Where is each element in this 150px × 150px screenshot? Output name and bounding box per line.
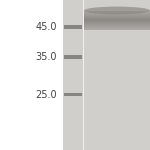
Bar [84,29,150,30]
Bar [63,0,83,150]
Bar [64,55,82,59]
Ellipse shape [84,7,150,14]
Bar [84,24,150,25]
Bar [84,20,150,21]
Bar [84,21,150,22]
Bar [0,0,63,150]
Bar [84,12,150,14]
Text: 25.0: 25.0 [35,90,57,99]
Bar [84,18,150,19]
Bar [84,22,150,23]
Bar [84,27,150,28]
Bar [84,17,150,18]
Bar [84,28,150,29]
Text: 35.0: 35.0 [36,52,57,62]
Bar [64,93,82,96]
Text: 45.0: 45.0 [36,22,57,32]
Bar [84,15,150,16]
Bar [84,25,150,26]
Bar [84,23,150,24]
Bar [84,0,150,150]
Bar [84,26,150,27]
Bar [84,19,150,20]
Bar [64,25,82,29]
Bar [84,14,150,15]
Bar [84,16,150,17]
